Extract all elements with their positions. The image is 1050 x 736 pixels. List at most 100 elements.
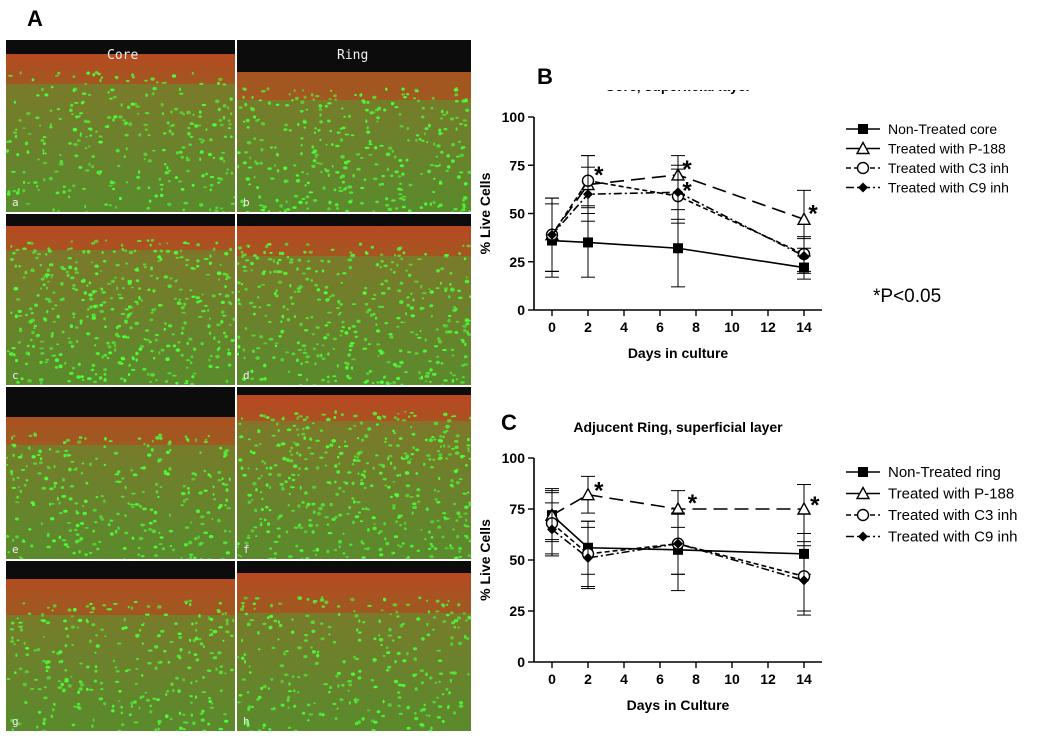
data-point: [547, 524, 557, 535]
data-point: [580, 487, 596, 501]
y-tick-label: 50: [509, 206, 525, 222]
legend-marker: [856, 161, 870, 175]
y-tick-label: 25: [509, 603, 525, 619]
legend-label: Non-Treated core: [888, 121, 997, 137]
data-point: [583, 189, 593, 200]
legend-item: Treated with C9 inh: [846, 529, 1018, 546]
legend-marker: [858, 124, 868, 134]
x-tick-label: 10: [724, 671, 740, 687]
data-point: [583, 237, 593, 248]
legend-marker: [858, 182, 868, 193]
x-tick-label: 14: [796, 671, 812, 687]
legend-item: Treated with P-188: [846, 486, 1014, 503]
x-tick-label: 6: [656, 319, 664, 335]
data-point: [673, 187, 683, 198]
significance-star: *: [594, 162, 604, 189]
tile-label-g: g: [12, 715, 19, 728]
legend-label: Treated with C3 inh: [888, 507, 1018, 524]
y-tick-label: 100: [502, 109, 526, 125]
legend-marker: [855, 141, 871, 155]
x-tick-label: 12: [760, 671, 776, 687]
column-header-core: Core: [107, 48, 139, 63]
x-tick-label: 8: [692, 319, 700, 335]
x-axis-label: Days in culture: [628, 345, 729, 361]
y-tick-label: 0: [517, 302, 525, 318]
significance-star: *: [682, 177, 692, 204]
legend-item: Treated with C3 inh: [846, 507, 1018, 524]
significance-star: *: [682, 156, 692, 183]
legend-marker: [858, 467, 868, 477]
y-tick-label: 0: [517, 654, 525, 670]
tile-label-f: f: [243, 543, 250, 556]
x-tick-label: 2: [584, 319, 592, 335]
series-line: [551, 528, 805, 582]
legend-marker: [858, 531, 868, 542]
legend-label: Treated with C9 inh: [888, 529, 1018, 546]
chart-ring-superficial: 0 25 50 75 100 0 2 4 6 8 10 12 14 Adjucent Ring, supe…: [477, 420, 1018, 713]
data-point: [673, 538, 683, 549]
panel-b-letter: B: [537, 64, 553, 89]
series-line: [551, 191, 805, 257]
legend-marker: [855, 486, 871, 500]
significance-star: *: [688, 490, 698, 517]
series-line: [551, 174, 805, 236]
legend-label: Treated with P-188: [888, 486, 1014, 503]
data-point: [673, 243, 683, 254]
data-point: [799, 575, 809, 586]
tile-label-d: d: [243, 369, 250, 382]
significance-note: *P<0.05: [873, 286, 942, 307]
micrograph-e: e: [6, 387, 235, 559]
legend-item: Non-Treated ring: [846, 464, 1001, 481]
legend-label: Treated with P-188: [888, 141, 1006, 157]
x-tick-label: 0: [548, 671, 556, 687]
micrograph-f: f: [237, 387, 471, 559]
x-tick-label: 4: [620, 319, 628, 335]
micrograph-grid: Core Ring a b c d e f g h: [6, 40, 471, 731]
tile-label-b: b: [243, 196, 250, 209]
y-axis-label: % Live Cells: [477, 519, 493, 601]
data-point: [799, 250, 809, 261]
y-tick-label: 75: [509, 157, 525, 173]
x-tick-label: 0: [548, 319, 556, 335]
x-tick-label: 10: [724, 319, 740, 335]
micrograph-h: h: [237, 561, 471, 731]
micrograph-c: c: [6, 214, 235, 385]
tile-label-h: h: [243, 715, 250, 728]
tile-label-e: e: [12, 543, 19, 556]
y-tick-label: 50: [509, 552, 525, 568]
micrograph-b: b: [237, 40, 471, 212]
legend-label: Treated with C3 inh: [888, 160, 1009, 176]
micrograph-g: g: [6, 561, 235, 731]
tile-label-a: a: [12, 196, 19, 209]
data-point: [796, 211, 812, 225]
legend-item: Non-Treated core: [846, 121, 997, 137]
chart-core-superficial: 0 25 50 75 100 0 2 4 6 8 10 12 14 Core, superficial l…: [477, 90, 1009, 361]
micrograph-d: d: [237, 214, 471, 385]
axes: 0 25 50 75 100 0 2 4 6 8 10 12 14: [502, 109, 822, 335]
y-tick-label: 25: [509, 254, 525, 270]
significance-star: *: [808, 201, 818, 228]
x-tick-label: 14: [796, 319, 812, 335]
significance-star: *: [594, 478, 604, 505]
series-line: [551, 179, 805, 255]
data-point: [583, 552, 593, 563]
x-tick-label: 2: [584, 671, 592, 687]
legend-item: Treated with C9 inh: [846, 180, 1009, 196]
panel-c-letter: C: [501, 410, 517, 435]
legend-marker: [856, 508, 870, 522]
series-line: [551, 493, 804, 516]
axes: 0 25 50 75 100 0 2 4 6 8 10 12 14: [502, 450, 822, 687]
series-4: [545, 502, 811, 616]
y-axis-label: % Live Cells: [477, 172, 493, 254]
y-tick-label: 100: [502, 450, 526, 466]
series-line: [551, 522, 805, 578]
chart-title: Adjucent Ring, superficial layer: [573, 420, 783, 435]
tile-label-c: c: [12, 369, 19, 382]
data-point: [547, 229, 557, 240]
panel-a-letter: A: [27, 6, 43, 31]
x-axis-label: Days in Culture: [627, 697, 730, 713]
legend-label: Treated with C9 inh: [888, 180, 1009, 196]
chart-title: Core, superficial layer: [605, 90, 752, 94]
legend-item: Treated with P-188: [846, 141, 1006, 157]
x-tick-label: 12: [760, 319, 776, 335]
